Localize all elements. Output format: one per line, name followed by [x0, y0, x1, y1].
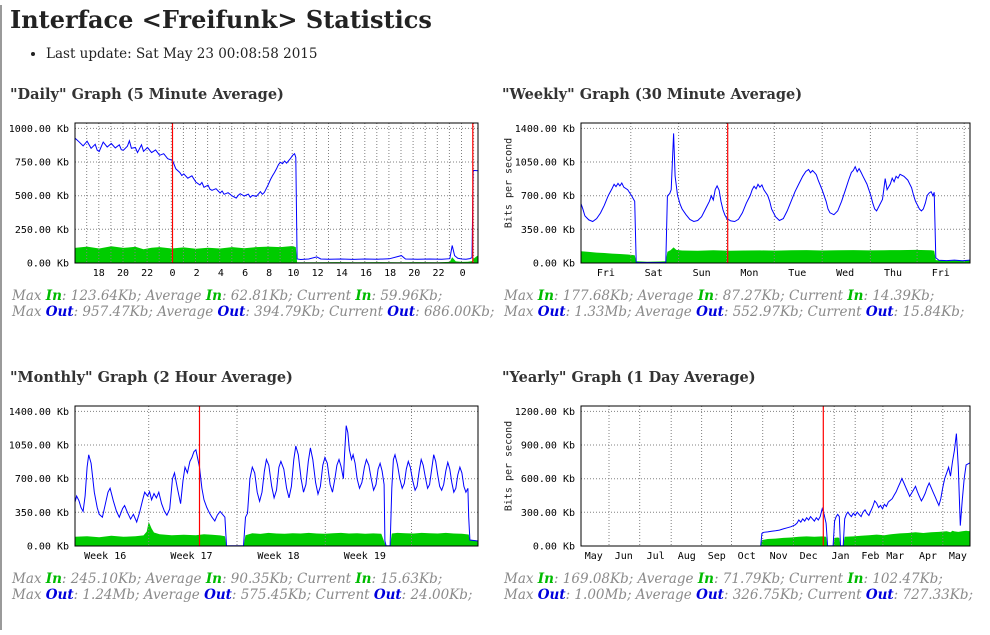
svg-text:700.00 Kb: 700.00 Kb	[521, 191, 575, 202]
svg-text:Dec: Dec	[800, 551, 818, 562]
graphs-grid: "Daily" Graph (5 Minute Average) 0.00 Kb…	[2, 64, 990, 630]
yearly-graph: Bits per second 0.00 Kb 300.00 Kb 600.00 K…	[502, 400, 990, 568]
svg-text:Jul: Jul	[647, 551, 665, 562]
svg-text:1400.00 Kb: 1400.00 Kb	[516, 124, 575, 135]
svg-text:Mon: Mon	[740, 268, 758, 279]
yearly-graph-canvas: 0.00 Kb 300.00 Kb 600.00 Kb 900.00 Kb 1200.0…	[516, 405, 971, 562]
svg-text:Aug: Aug	[678, 551, 696, 562]
svg-text:Wed: Wed	[836, 268, 854, 279]
monthly-stats: Max In: 245.10Kb; Average In: 90.35Kb; C…	[12, 570, 502, 604]
svg-text:4: 4	[218, 268, 224, 279]
svg-text:Sep: Sep	[708, 551, 726, 562]
svg-text:Sun: Sun	[693, 268, 711, 279]
svg-text:May: May	[949, 551, 967, 562]
svg-text:750.00 Kb: 750.00 Kb	[15, 158, 69, 169]
svg-text:0.00 Kb: 0.00 Kb	[533, 541, 575, 552]
svg-text:0: 0	[169, 268, 175, 279]
svg-text:1400.00 Kb: 1400.00 Kb	[10, 407, 69, 418]
svg-text:Apr: Apr	[919, 551, 937, 562]
svg-text:1200.00 Kb: 1200.00 Kb	[516, 407, 575, 418]
monthly-stats-in: Max In: 245.10Kb; Average In: 90.35Kb; C…	[12, 570, 443, 587]
monthly-graph-title: "Monthly" Graph (2 Hour Average)	[10, 368, 293, 386]
svg-text:8: 8	[266, 268, 272, 279]
svg-text:Thu: Thu	[884, 268, 902, 279]
svg-text:350.00 Kb: 350.00 Kb	[521, 225, 575, 236]
svg-text:0.00 Kb: 0.00 Kb	[27, 541, 69, 552]
svg-text:20: 20	[117, 268, 129, 279]
yearly-stats: Max In: 169.08Kb; Average In: 71.79Kb; C…	[504, 570, 990, 604]
daily-graph-canvas: 0.00 Kb 250.00 Kb 500.00 Kb 750.00 Kb 1000.0…	[10, 122, 479, 279]
daily-panel: "Daily" Graph (5 Minute Average) 0.00 Kb…	[2, 64, 502, 347]
weekly-panel: "Weekly" Graph (30 Minute Average) Bits …	[502, 64, 990, 347]
svg-text:16: 16	[360, 268, 372, 279]
yearly-graph-title: "Yearly" Graph (1 Day Average)	[502, 368, 756, 386]
daily-stats-out: Max Out: 957.47Kb; Average Out: 394.79Kb…	[12, 303, 495, 320]
svg-text:Jun: Jun	[615, 551, 633, 562]
y-axis-legend-text: Bits per second	[503, 137, 515, 229]
svg-text:600.00 Kb: 600.00 Kb	[521, 474, 575, 485]
svg-text:0: 0	[460, 268, 466, 279]
yearly-panel: "Yearly" Graph (1 Day Average) Bits per …	[502, 347, 990, 630]
svg-text:700.00 Kb: 700.00 Kb	[15, 474, 69, 485]
svg-text:0.00 Kb: 0.00 Kb	[533, 259, 575, 270]
svg-text:900.00 Kb: 900.00 Kb	[521, 440, 575, 451]
svg-text:300.00 Kb: 300.00 Kb	[521, 508, 575, 519]
svg-text:Week 19: Week 19	[344, 551, 386, 562]
svg-text:18: 18	[93, 268, 105, 279]
svg-text:1000.00 Kb: 1000.00 Kb	[10, 124, 69, 135]
svg-text:2: 2	[194, 268, 200, 279]
svg-text:Week 18: Week 18	[257, 551, 299, 562]
svg-text:14: 14	[336, 268, 348, 279]
svg-text:10: 10	[287, 268, 299, 279]
weekly-stats: Max In: 177.68Kb; Average In: 87.27Kb; C…	[504, 288, 990, 321]
monthly-stats-out: Max Out: 1.24Mb; Average Out: 575.45Kb; …	[12, 586, 473, 603]
svg-text:Oct: Oct	[738, 551, 756, 562]
svg-text:20: 20	[408, 268, 420, 279]
bits-per-second-label: Bits per second	[502, 117, 516, 267]
last-update-list: Last update: Sat May 23 00:08:58 2015	[32, 46, 990, 62]
svg-text:Nov: Nov	[770, 551, 788, 562]
svg-text:0.00 Kb: 0.00 Kb	[27, 259, 69, 270]
svg-text:Fri: Fri	[597, 268, 615, 279]
yearly-stats-in: Max In: 169.08Kb; Average In: 71.79Kb; C…	[504, 570, 943, 587]
svg-text:500.00 Kb: 500.00 Kb	[15, 191, 69, 202]
daily-graph: 0.00 Kb 250.00 Kb 500.00 Kb 750.00 Kb 1000.0…	[10, 117, 502, 285]
svg-text:22: 22	[141, 268, 153, 279]
svg-text:Week 17: Week 17	[170, 551, 212, 562]
yearly-stats-out: Max Out: 1.00Mb; Average Out: 326.75Kb; …	[504, 586, 974, 603]
last-update-item: Last update: Sat May 23 00:08:58 2015	[46, 46, 990, 62]
weekly-stats-in: Max In: 177.68Kb; Average In: 87.27Kb; C…	[504, 288, 935, 304]
daily-graph-title: "Daily" Graph (5 Minute Average)	[10, 86, 284, 103]
svg-text:Tue: Tue	[788, 268, 806, 279]
daily-stats: Max In: 123.64Kb; Average In: 62.81Kb; C…	[12, 288, 502, 321]
svg-text:250.00 Kb: 250.00 Kb	[15, 225, 69, 236]
svg-text:18: 18	[384, 268, 396, 279]
svg-text:1050.00 Kb: 1050.00 Kb	[516, 158, 575, 169]
y-axis-legend-text: Bits per second	[503, 420, 515, 511]
monthly-graph: 0.00 Kb 350.00 Kb 700.00 Kb 1050.00 Kb 1400.…	[10, 400, 502, 568]
svg-text:Feb: Feb	[861, 551, 879, 562]
weekly-graph-canvas: 0.00 Kb 350.00 Kb 700.00 Kb 1050.00 Kb 1400.…	[516, 122, 971, 279]
svg-text:1050.00 Kb: 1050.00 Kb	[10, 440, 69, 451]
weekly-stats-out: Max Out: 1.33Mb; Average Out: 552.97Kb; …	[504, 303, 965, 320]
svg-text:Jan: Jan	[831, 551, 849, 562]
svg-text:12: 12	[312, 268, 324, 279]
svg-text:May: May	[585, 551, 603, 562]
svg-text:Fri: Fri	[932, 268, 950, 279]
monthly-panel: "Monthly" Graph (2 Hour Average) 0.00 Kb…	[2, 347, 502, 630]
svg-text:22: 22	[432, 268, 444, 279]
page-title: Interface <Freifunk> Statistics	[10, 5, 432, 34]
bits-per-second-label: Bits per second	[502, 400, 516, 550]
daily-stats-in: Max In: 123.64Kb; Average In: 62.81Kb; C…	[12, 288, 443, 304]
svg-text:Sat: Sat	[645, 268, 663, 279]
svg-text:350.00 Kb: 350.00 Kb	[15, 508, 69, 519]
weekly-graph: Bits per second 0.00 Kb 350.00 Kb 700.00 K…	[502, 117, 990, 285]
svg-text:6: 6	[242, 268, 248, 279]
monthly-graph-canvas: 0.00 Kb 350.00 Kb 700.00 Kb 1050.00 Kb 1400.…	[10, 405, 479, 562]
weekly-graph-title: "Weekly" Graph (30 Minute Average)	[502, 86, 803, 103]
svg-text:Mar: Mar	[886, 551, 904, 562]
svg-text:Week 16: Week 16	[84, 551, 126, 562]
